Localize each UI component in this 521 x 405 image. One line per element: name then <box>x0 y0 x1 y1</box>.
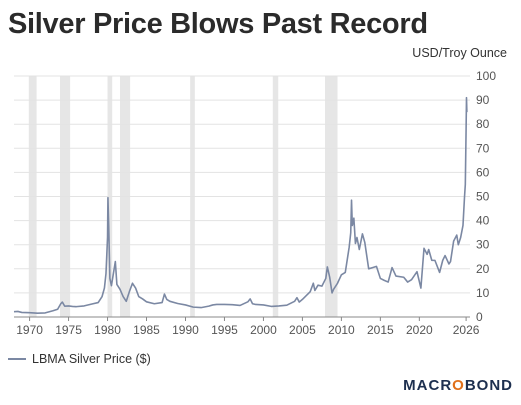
legend-swatch <box>8 358 26 360</box>
y-tick-label: 60 <box>476 165 490 179</box>
logo-text-right: BOND <box>464 377 513 394</box>
x-tick-label: 2005 <box>289 323 316 337</box>
y-tick-label: 30 <box>476 238 490 252</box>
x-tick-label: 1975 <box>55 323 82 337</box>
x-tick-label: 1985 <box>133 323 160 337</box>
y-tick-label: 0 <box>476 310 483 324</box>
y-axis-unit-label: USD/Troy Ounce <box>412 46 507 60</box>
y-tick-label: 20 <box>476 262 490 276</box>
legend-label: LBMA Silver Price ($) <box>32 352 151 366</box>
x-tick-label: 2000 <box>250 323 277 337</box>
x-tick-label: 2026 <box>453 323 480 337</box>
x-tick-label: 1980 <box>94 323 121 337</box>
x-tick-label: 2010 <box>328 323 355 337</box>
x-tick-label: 2020 <box>406 323 433 337</box>
x-tick-label: 2015 <box>367 323 394 337</box>
y-tick-label: 10 <box>476 286 490 300</box>
chart-title: Silver Price Blows Past Record <box>8 8 428 40</box>
macrobond-logo: MACROBOND <box>403 377 513 394</box>
x-axis-ticks: 1970 1975 1980 1985 1990 1995 2000 2005 2010 2015… <box>16 317 480 337</box>
y-tick-label: 80 <box>476 117 490 131</box>
x-tick-label: 1990 <box>172 323 199 337</box>
logo-text-o: O <box>452 377 465 394</box>
y-tick-label: 50 <box>476 190 490 204</box>
series-line-lbma-silver-price <box>13 96 468 314</box>
x-tick-label: 1995 <box>211 323 238 337</box>
logo-text-left: MACR <box>403 377 453 394</box>
y-axis-ticks: 0 10 20 30 40 50 60 70 80 90 100 <box>476 69 496 324</box>
legend: LBMA Silver Price ($) <box>8 352 151 366</box>
y-tick-label: 70 <box>476 141 490 155</box>
y-tick-label: 40 <box>476 214 490 228</box>
y-tick-label: 90 <box>476 93 490 107</box>
grid-lines <box>14 75 470 294</box>
y-tick-label: 100 <box>476 69 496 83</box>
x-tick-label: 1970 <box>16 323 43 337</box>
